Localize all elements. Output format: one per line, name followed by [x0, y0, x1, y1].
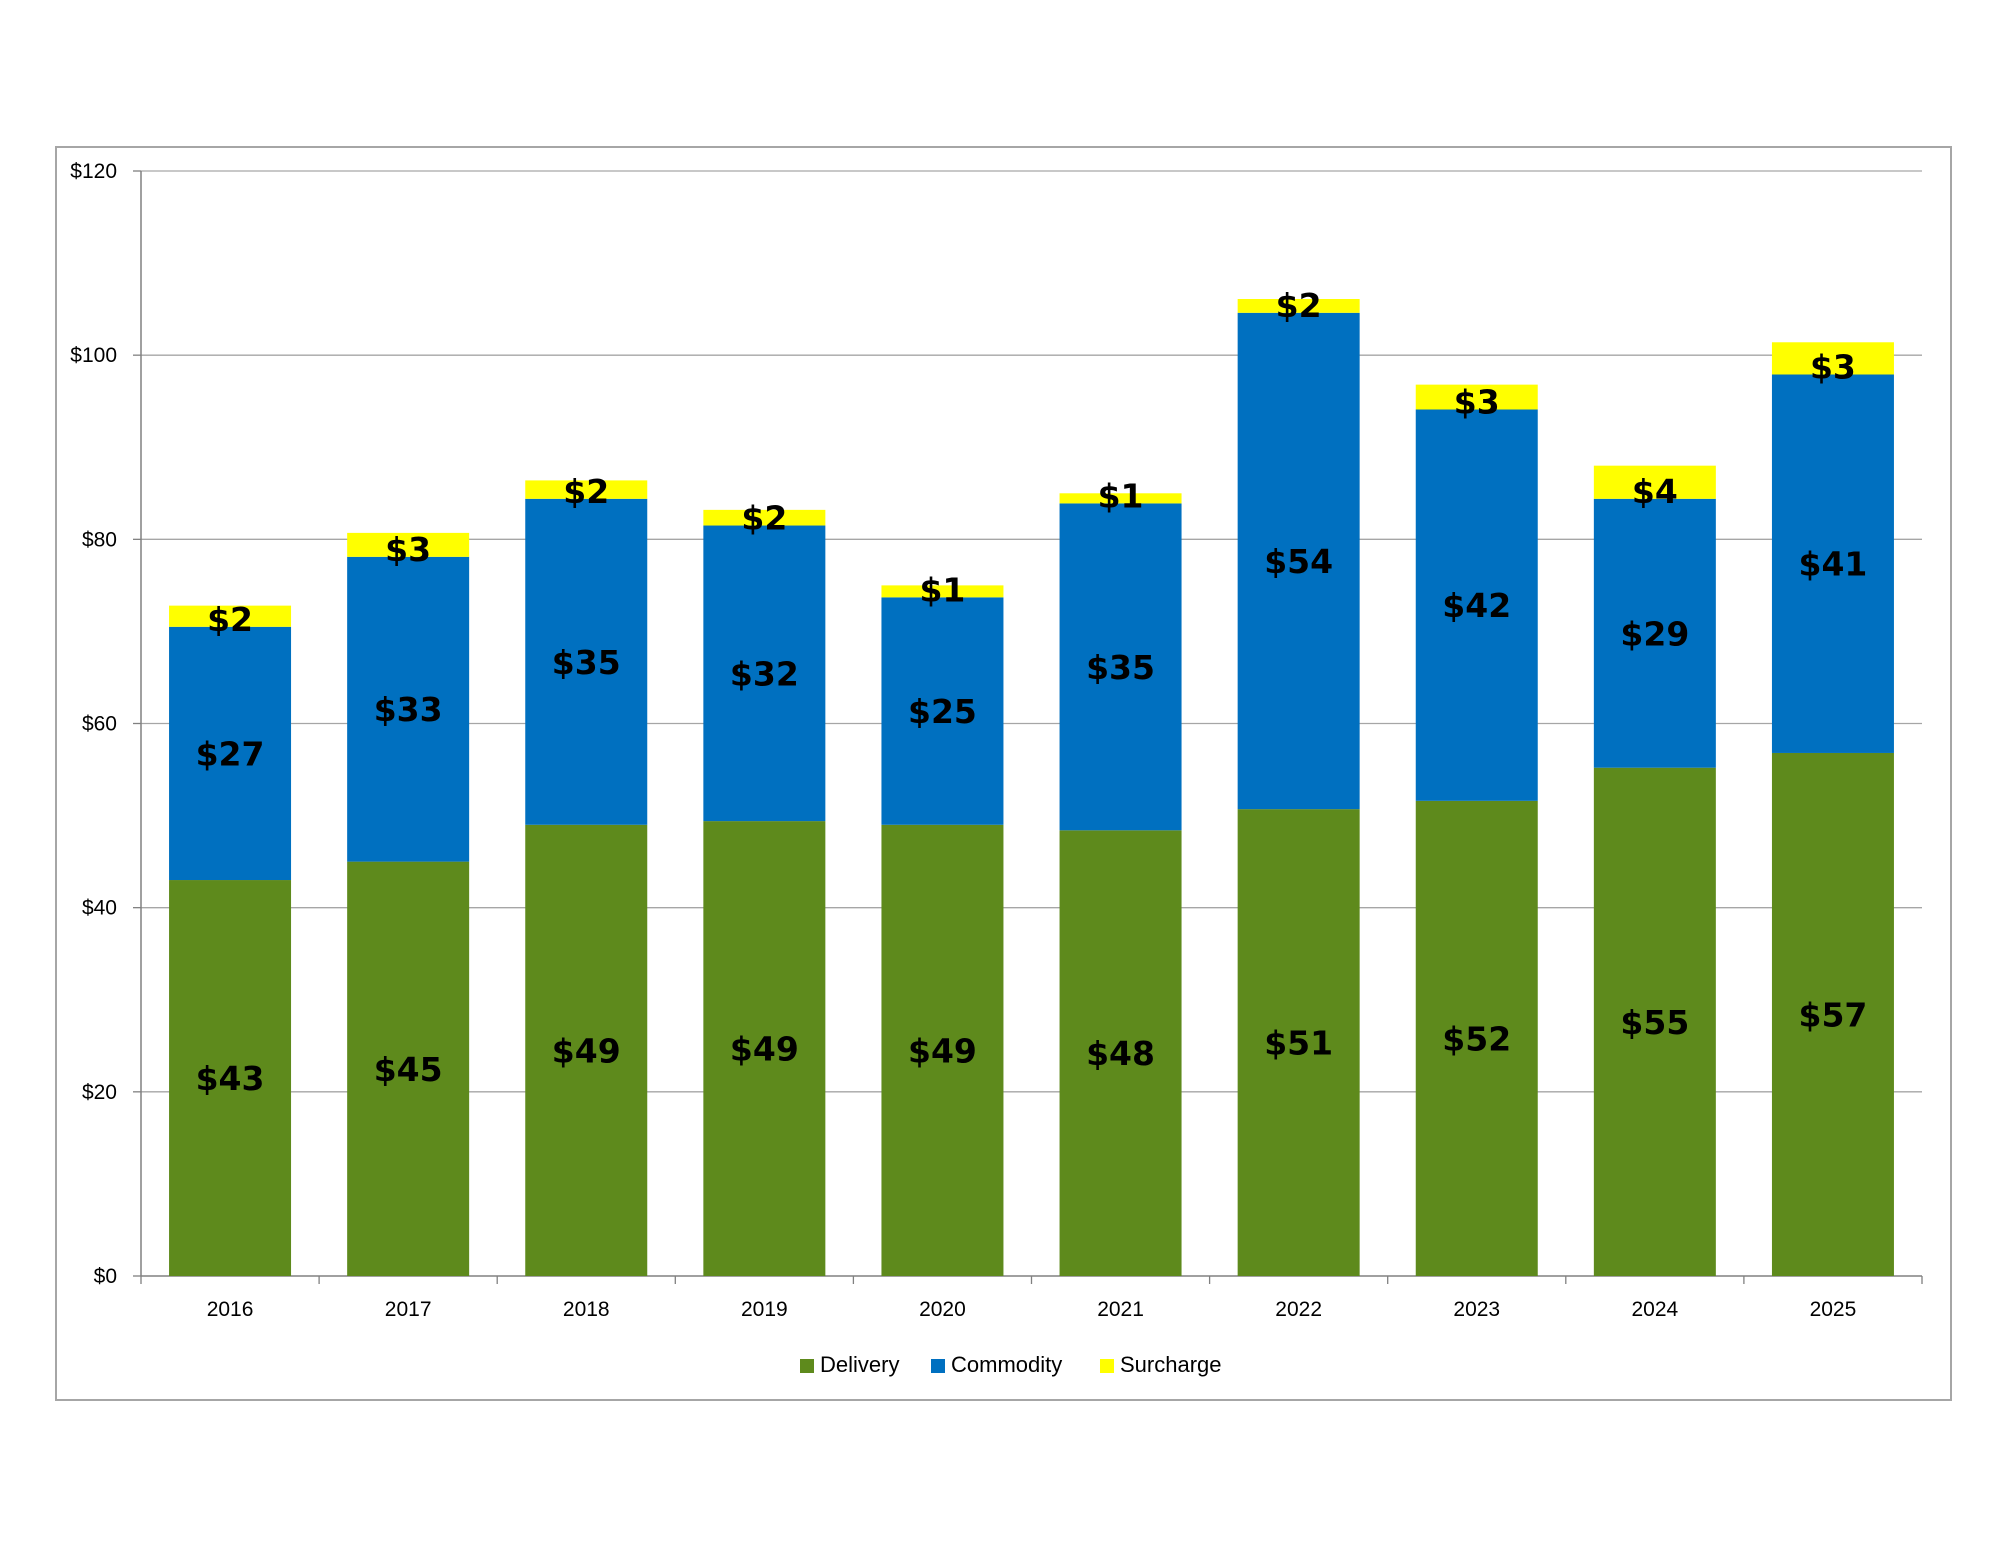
bar-commodity-2018	[525, 498, 648, 825]
data-label-commodity-2024: $29	[1620, 614, 1689, 653]
x-tick-label: 2022	[1275, 1298, 1322, 1321]
data-label-commodity-2022: $54	[1264, 542, 1333, 581]
x-tick-label: 2020	[919, 1298, 966, 1321]
bar-surcharge-2016	[169, 605, 292, 627]
bar-delivery-2018	[525, 824, 648, 1276]
data-label-commodity-2017: $33	[374, 690, 443, 729]
x-tick-label: 2024	[1631, 1298, 1678, 1321]
bar-delivery-2025	[1771, 752, 1894, 1276]
bar-delivery-2024	[1593, 767, 1716, 1276]
x-tick-label: 2016	[207, 1298, 254, 1321]
bar-surcharge-2021	[1059, 493, 1182, 504]
bars	[169, 298, 1894, 1276]
data-label-commodity-2021: $35	[1086, 648, 1155, 687]
y-tick-label: $120	[70, 160, 117, 183]
bar-delivery-2023	[1415, 800, 1538, 1276]
data-label-delivery-2017: $45	[374, 1050, 443, 1089]
bar-delivery-2017	[347, 861, 470, 1276]
data-label-delivery-2022: $51	[1264, 1024, 1333, 1063]
bar-surcharge-2024	[1593, 465, 1716, 499]
bar-surcharge-2022	[1237, 298, 1360, 313]
bar-commodity-2021	[1059, 503, 1182, 831]
bar-delivery-2022	[1237, 809, 1360, 1276]
bar-delivery-2021	[1059, 830, 1182, 1276]
data-label-delivery-2016: $43	[196, 1059, 265, 1098]
data-label-surcharge-2020: $1	[919, 570, 965, 609]
bar-commodity-2025	[1771, 374, 1894, 753]
data-label-commodity-2019: $32	[730, 654, 799, 693]
data-label-surcharge-2025: $3	[1810, 348, 1856, 387]
data-label-surcharge-2021: $1	[1098, 476, 1144, 515]
x-tick-label: 2018	[563, 1298, 610, 1321]
data-labels: $43 $27 $2 $45 $33 $3 $49 $35 $2 $49 $32 $2 $49 $25 $1…	[196, 286, 1868, 1098]
data-label-surcharge-2018: $2	[563, 472, 609, 511]
y-tick-label: $100	[70, 344, 117, 367]
legend-swatch-commodity	[931, 1359, 945, 1373]
bar-delivery-2019	[703, 821, 826, 1276]
x-tick-label: 2021	[1097, 1298, 1144, 1321]
data-label-delivery-2024: $55	[1620, 1003, 1689, 1042]
y-tick-label: $40	[82, 897, 117, 920]
bar-commodity-2023	[1415, 409, 1538, 801]
data-label-delivery-2019: $49	[730, 1030, 799, 1069]
data-label-surcharge-2017: $3	[385, 530, 431, 569]
x-tick-label: 2025	[1810, 1298, 1857, 1321]
data-label-delivery-2023: $52	[1442, 1019, 1511, 1058]
y-tick-label: $0	[94, 1265, 117, 1288]
data-label-delivery-2018: $49	[552, 1031, 621, 1070]
data-label-surcharge-2019: $2	[741, 499, 787, 538]
bar-delivery-2020	[881, 824, 1004, 1276]
data-label-delivery-2021: $48	[1086, 1034, 1155, 1073]
data-label-commodity-2020: $25	[908, 692, 977, 731]
y-tick-label: $20	[82, 1081, 117, 1104]
bar-commodity-2022	[1237, 312, 1360, 810]
bar-surcharge-2018	[525, 480, 648, 499]
data-label-delivery-2020: $49	[908, 1031, 977, 1070]
data-label-surcharge-2016: $2	[207, 600, 253, 639]
legend-swatch-surcharge	[1100, 1359, 1114, 1373]
data-label-commodity-2025: $41	[1799, 545, 1868, 584]
bar-surcharge-2019	[703, 509, 826, 526]
bar-delivery-2016	[169, 880, 292, 1276]
data-label-commodity-2016: $27	[196, 734, 265, 773]
x-tick-label: 2017	[385, 1298, 432, 1321]
data-label-commodity-2023: $42	[1442, 586, 1511, 625]
data-label-surcharge-2024: $4	[1632, 472, 1678, 511]
bar-commodity-2024	[1593, 498, 1716, 768]
bar-commodity-2020	[881, 597, 1004, 825]
legend: Delivery Commodity Surcharge	[800, 1352, 1222, 1377]
data-label-delivery-2025: $57	[1799, 995, 1868, 1034]
data-label-surcharge-2023: $3	[1454, 382, 1500, 421]
data-label-commodity-2018: $35	[552, 643, 621, 682]
x-tick-label: 2023	[1453, 1298, 1500, 1321]
bar-surcharge-2023	[1415, 384, 1538, 410]
legend-swatch-delivery	[800, 1359, 814, 1373]
y-tick-label: $60	[82, 713, 117, 736]
data-label-surcharge-2022: $2	[1276, 286, 1322, 325]
bar-commodity-2019	[703, 525, 826, 822]
bar-surcharge-2020	[881, 585, 1004, 598]
bar-commodity-2017	[347, 556, 470, 862]
y-tick-label: $80	[82, 528, 117, 551]
bar-surcharge-2017	[347, 532, 470, 557]
legend-label-delivery: Delivery	[820, 1352, 899, 1377]
legend-label-surcharge: Surcharge	[1120, 1352, 1222, 1377]
bar-commodity-2016	[169, 626, 292, 881]
legend-label-commodity: Commodity	[951, 1352, 1062, 1377]
bar-surcharge-2025	[1771, 342, 1894, 375]
x-tick-label: 2019	[741, 1298, 788, 1321]
